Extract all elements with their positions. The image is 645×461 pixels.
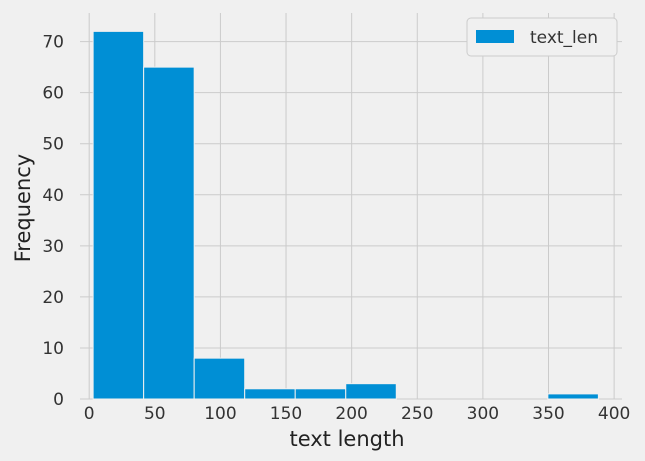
histogram-bar: [143, 66, 195, 400]
x-tick-label: 400: [598, 404, 630, 424]
x-tick-label: 0: [84, 404, 95, 424]
histogram-bar: [92, 30, 145, 400]
histogram-bar: [345, 383, 397, 400]
x-tick-label: 100: [204, 404, 236, 424]
x-tick-labels: 0 50 100 150 200 250 300 350 400: [84, 404, 631, 424]
y-tick-label: 50: [42, 135, 64, 155]
legend-swatch: [476, 30, 514, 43]
y-tick-label: 30: [42, 237, 64, 257]
legend-label: text_len: [530, 28, 598, 48]
histogram-bars: [92, 30, 599, 400]
histogram-bar: [547, 393, 599, 400]
x-tick-label: 250: [401, 404, 433, 424]
y-tick-label: 40: [42, 186, 64, 206]
y-axis-label: Frequency: [11, 154, 35, 263]
histogram-bar: [193, 357, 246, 400]
y-tick-label: 60: [42, 84, 64, 104]
x-tick-label: 150: [270, 404, 302, 424]
x-tick-label: 350: [532, 404, 564, 424]
y-tick-label: 0: [53, 390, 64, 410]
legend: text_len: [466, 17, 618, 57]
y-tick-labels: 0 10 20 30 40 50 60 70: [42, 33, 64, 410]
x-tick-label: 300: [467, 404, 499, 424]
histogram-bar: [294, 388, 347, 400]
histogram-bar: [244, 388, 296, 400]
y-tick-label: 70: [42, 33, 64, 53]
x-axis-label: text length: [289, 427, 404, 451]
x-tick-label: 50: [144, 404, 166, 424]
legend-box: [466, 17, 618, 57]
x-tick-label: 200: [335, 404, 367, 424]
y-tick-label: 10: [42, 339, 64, 359]
y-tick-label: 20: [42, 288, 64, 308]
